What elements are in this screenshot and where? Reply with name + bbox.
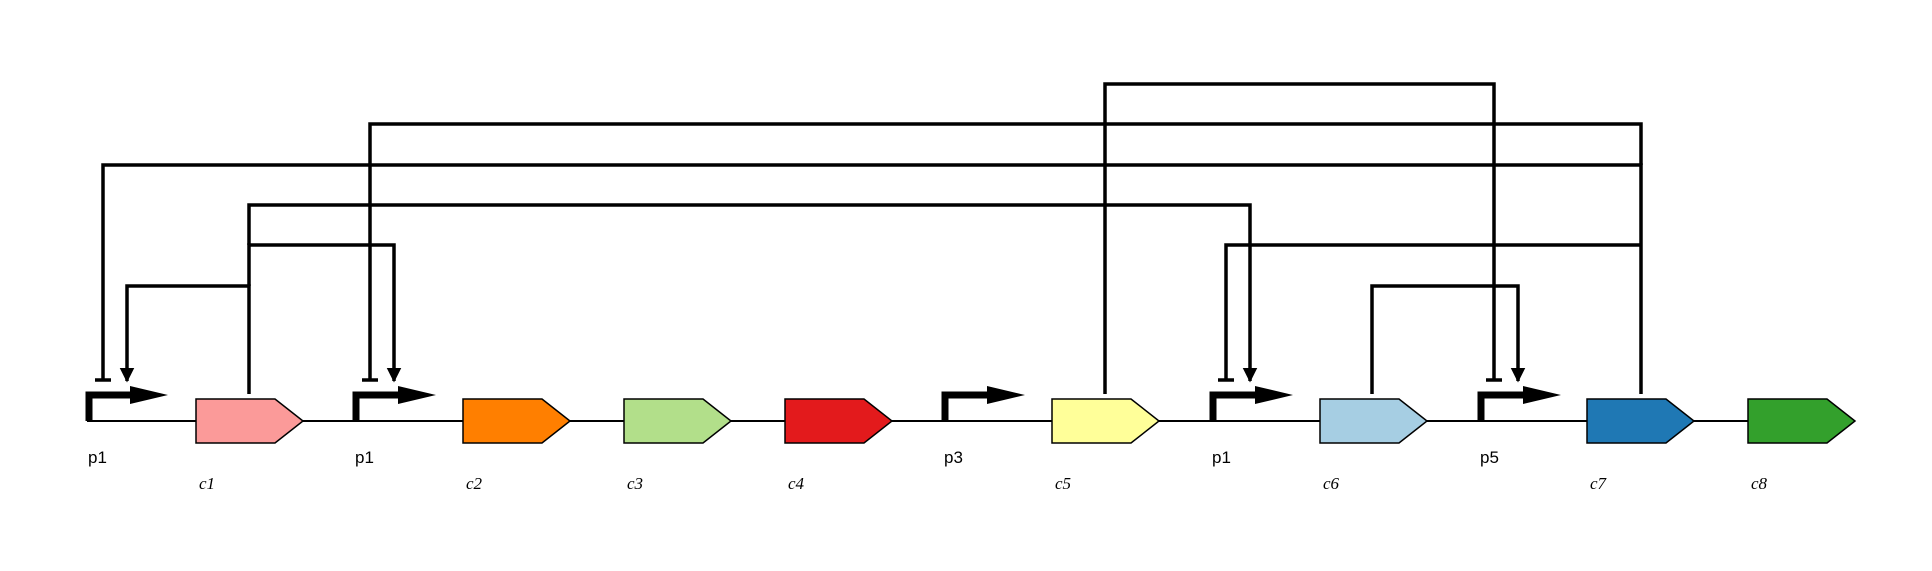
repression-c7-to-p1-third [1226, 245, 1641, 380]
cds-c1: c1 [196, 399, 303, 493]
cds-c8: c8 [1748, 399, 1855, 493]
promoter-arrow-icon [1213, 395, 1257, 421]
cds-label: c6 [1323, 474, 1340, 493]
promoter-label: p3 [944, 448, 963, 467]
cds-c8-shape [1748, 399, 1855, 443]
promoter-p1-second: p1 [355, 386, 436, 467]
cds-label: c4 [788, 474, 805, 493]
cds-c4: c4 [785, 399, 892, 493]
promoter-arrowhead [398, 386, 436, 404]
promoter-p1-first: p1 [88, 386, 168, 467]
promoter-arrow-icon [945, 395, 989, 421]
promoter-arrowhead [987, 386, 1025, 404]
cds-c3: c3 [624, 399, 731, 493]
cds-c4-shape [785, 399, 892, 443]
activation-c1-to-p1-first [127, 286, 249, 394]
cds-label: c1 [199, 474, 215, 493]
activation-c6-to-p5 [1372, 286, 1518, 394]
activation-c1-to-p1-third [249, 205, 1250, 381]
cds-label: c2 [466, 474, 483, 493]
cds-c6-shape [1320, 399, 1427, 443]
repression-c7-to-p1-first [103, 165, 1641, 394]
promoter-arrow-icon [356, 395, 400, 421]
cds-c3-shape [624, 399, 731, 443]
cds-c5-shape [1052, 399, 1159, 443]
cds-c2-shape [463, 399, 570, 443]
activation-c1-to-p1-second [249, 245, 394, 381]
promoter-arrow-icon [1481, 395, 1525, 421]
promoter-arrowhead [1255, 386, 1293, 404]
promoter-arrowhead [1523, 386, 1561, 404]
repression-c7-to-p1-second [370, 124, 1641, 380]
cds-label: c8 [1751, 474, 1768, 493]
repression-c5-to-p5 [1105, 84, 1494, 394]
promoter-label: p1 [355, 448, 374, 467]
cds-label: c5 [1055, 474, 1071, 493]
promoter-label: p1 [88, 448, 107, 467]
cds-c7: c7 [1587, 399, 1694, 493]
promoter-label: p5 [1480, 448, 1499, 467]
cds-c1-shape [196, 399, 303, 443]
cds-label: c3 [627, 474, 643, 493]
cds-c2: c2 [463, 399, 570, 493]
promoter-arrow-icon [89, 395, 132, 421]
promoter-p5: p5 [1480, 386, 1561, 467]
cds-c7-shape [1587, 399, 1694, 443]
cds-c6: c6 [1320, 399, 1427, 493]
cds-c5: c5 [1052, 399, 1159, 493]
promoter-label: p1 [1212, 448, 1231, 467]
promoter-arrowhead [130, 386, 168, 404]
promoter-p3: p3 [944, 386, 1025, 467]
promoter-p1-third: p1 [1212, 386, 1293, 467]
cds-label: c7 [1590, 474, 1608, 493]
